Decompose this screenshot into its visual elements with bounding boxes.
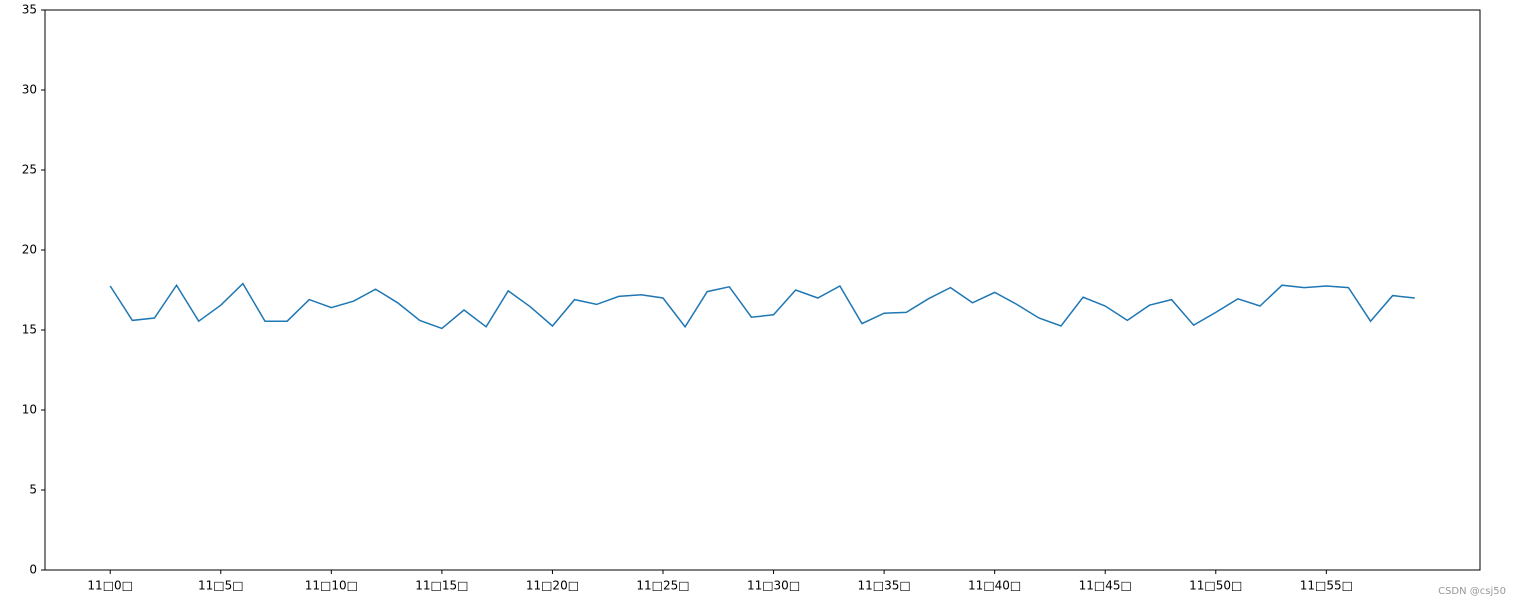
watermark: CSDN @csj50 bbox=[1438, 586, 1506, 597]
plot-frame bbox=[44, 9, 1481, 571]
y-tick-label: 10 bbox=[22, 403, 37, 417]
x-tick-label: 11□50□ bbox=[1189, 579, 1242, 593]
x-tick-label: 11□20□ bbox=[526, 579, 579, 593]
x-tick-label: 11□30□ bbox=[747, 579, 800, 593]
y-tick-label: 0 bbox=[29, 563, 37, 577]
x-tick-label: 11□25□ bbox=[636, 579, 689, 593]
x-tick-label: 11□10□ bbox=[305, 579, 358, 593]
y-tick-label: 20 bbox=[22, 243, 37, 257]
x-tick-label: 11□0□ bbox=[87, 579, 133, 593]
y-tick-label: 5 bbox=[29, 483, 37, 497]
y-tick-label: 35 bbox=[22, 3, 37, 17]
y-tick-label: 25 bbox=[22, 163, 37, 177]
x-tick-label: 11□45□ bbox=[1079, 579, 1132, 593]
x-tick-label: 11□15□ bbox=[415, 579, 468, 593]
x-tick-label: 11□55□ bbox=[1300, 579, 1353, 593]
x-tick-label: 11□5□ bbox=[198, 579, 244, 593]
y-tick-label: 15 bbox=[22, 323, 37, 337]
y-tick-label: 30 bbox=[22, 83, 37, 97]
x-tick-label: 11□35□ bbox=[858, 579, 911, 593]
x-tick-label: 11□40□ bbox=[968, 579, 1021, 593]
line bbox=[109, 282, 1415, 330]
